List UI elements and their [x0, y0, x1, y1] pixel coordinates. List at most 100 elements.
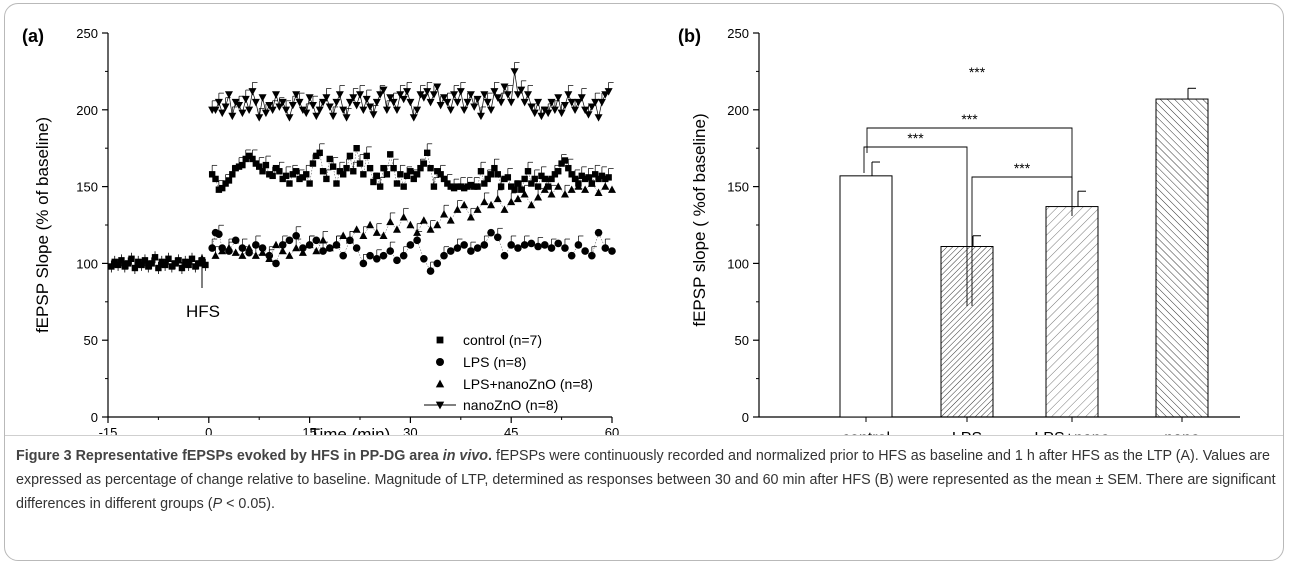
- panel-a-y-ticks: 0 50 100 150 200 250: [76, 26, 108, 425]
- data-point: [497, 183, 505, 190]
- data-point: [481, 180, 488, 187]
- data-point: [323, 175, 330, 183]
- data-point: [477, 168, 485, 175]
- data-point: [454, 183, 461, 190]
- x-tick-label: control: [842, 430, 890, 436]
- legend-marker: [436, 336, 444, 344]
- legend-label: control (n=7): [463, 332, 542, 348]
- baseline-point: [128, 255, 135, 262]
- data-point: [305, 240, 314, 249]
- x-tick-label: 60: [605, 425, 619, 436]
- data-point: [434, 168, 441, 175]
- data-point: [312, 112, 321, 121]
- data-point: [316, 149, 323, 157]
- data-point: [336, 168, 344, 175]
- data-point: [366, 164, 374, 172]
- data-point: [249, 155, 256, 163]
- panel-a-label: (a): [22, 26, 44, 46]
- data-point: [557, 109, 566, 118]
- data-point: [565, 164, 572, 172]
- data-point: [518, 186, 525, 193]
- data-point: [214, 98, 223, 107]
- hfs-label: HFS: [186, 302, 220, 321]
- data-point: [584, 111, 593, 119]
- data-point: [587, 103, 596, 111]
- data-point: [393, 256, 401, 265]
- data-point: [370, 178, 377, 186]
- data-point: [417, 164, 424, 172]
- data-point: [440, 94, 448, 102]
- panel-a-legend: control (n=7) LPS (n=8) LPS+nanoZnO (n=8) n…: [424, 332, 593, 413]
- data-point: [212, 175, 219, 183]
- data-point: [366, 220, 375, 229]
- panel-a-x-ticks: -15 0 15 30 45 60: [99, 417, 619, 436]
- data-point: [413, 171, 421, 178]
- panel-a-x-axis-label: Time (min): [310, 425, 391, 436]
- y-tick-label: 200: [76, 103, 98, 118]
- data-point: [272, 240, 280, 249]
- data-point: [397, 171, 404, 178]
- y-tick-label: 150: [76, 180, 98, 195]
- data-point: [359, 231, 368, 239]
- data-point: [238, 251, 247, 259]
- baseline-point: [108, 263, 115, 270]
- data-point: [574, 182, 583, 190]
- bar-nano: [1155, 98, 1209, 418]
- x-tick-label: 30: [403, 425, 417, 436]
- data-point: [474, 183, 481, 190]
- panel-b-label: (b): [678, 26, 701, 46]
- data-point: [473, 244, 482, 252]
- bar-lps-nano: [1045, 206, 1099, 418]
- data-point: [594, 114, 603, 122]
- data-point: [279, 175, 286, 183]
- data-point: [601, 91, 610, 99]
- data-point: [437, 171, 444, 178]
- data-point: [231, 248, 240, 256]
- data-point: [211, 106, 220, 114]
- data-point: [256, 163, 263, 170]
- data-point: [460, 241, 468, 249]
- data-point: [345, 236, 354, 244]
- y-tick-label: 150: [727, 180, 749, 195]
- data-point: [491, 164, 498, 172]
- data-point: [241, 95, 250, 104]
- data-point: [531, 175, 538, 183]
- data-point: [524, 168, 532, 175]
- bar-control: [839, 175, 893, 418]
- data-point: [413, 228, 422, 236]
- data-point: [228, 112, 237, 121]
- data-point: [501, 175, 508, 183]
- y-tick-label: 0: [91, 410, 98, 425]
- caption-body-end: < 0.05).: [222, 496, 275, 512]
- data-point: [554, 94, 563, 102]
- data-point: [601, 244, 610, 252]
- baseline-point: [155, 264, 162, 272]
- data-point: [265, 101, 274, 110]
- data-point: [366, 251, 374, 260]
- baseline-point: [121, 263, 128, 270]
- data-point: [534, 242, 542, 251]
- data-point: [288, 101, 297, 110]
- data-point: [333, 180, 340, 187]
- data-point: [413, 236, 421, 245]
- data-point: [306, 180, 313, 187]
- data-point: [530, 109, 539, 118]
- data-point: [554, 182, 563, 190]
- data-point: [527, 103, 536, 111]
- data-point: [266, 171, 273, 178]
- y-tick-label: 100: [727, 256, 749, 271]
- legend-label: LPS (n=8): [463, 354, 526, 370]
- legend-label: LPS+nanoZnO (n=8): [463, 376, 593, 392]
- data-point: [507, 98, 516, 107]
- data-point: [235, 163, 243, 170]
- data-point: [218, 246, 227, 255]
- data-point: [420, 254, 428, 263]
- data-point: [500, 83, 509, 91]
- data-point: [410, 175, 417, 183]
- data-point: [597, 98, 606, 107]
- data-point: [460, 106, 469, 114]
- data-point: [403, 88, 412, 96]
- y-tick-label: 250: [76, 26, 98, 41]
- data-point: [487, 171, 495, 178]
